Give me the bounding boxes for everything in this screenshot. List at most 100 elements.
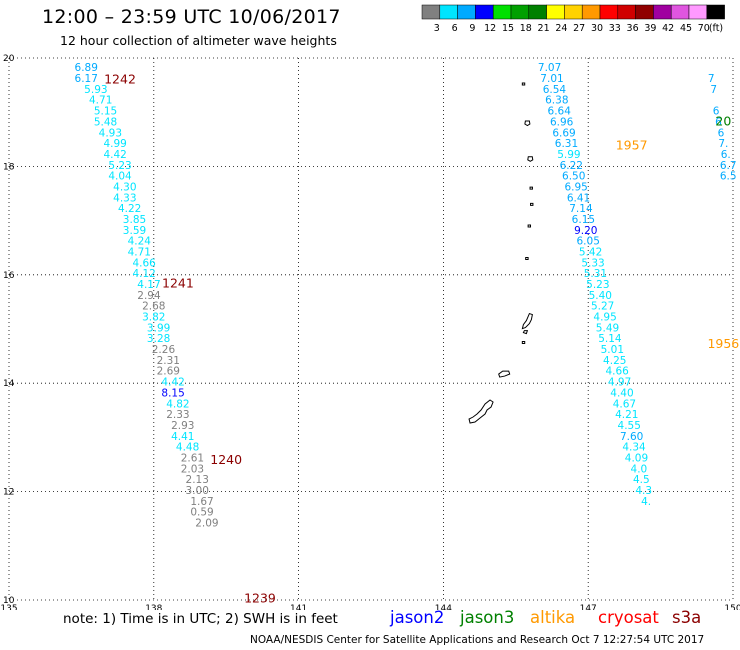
legend-unit: (ft) <box>709 23 723 34</box>
mission-jason3: jason3 <box>460 608 515 627</box>
wave-height-label: 7. <box>718 138 728 150</box>
legend-label: 33 <box>609 23 621 34</box>
wave-height-label: 6 <box>713 106 720 118</box>
island-outline <box>468 399 494 424</box>
wave-height-label: 7.01 <box>540 73 563 85</box>
wave-height-label: 4.0 <box>631 463 648 475</box>
wave-height-label: 4.41 <box>171 431 194 443</box>
wave-height-label: 6. <box>721 149 731 161</box>
legend-label: 30 <box>591 23 603 34</box>
mission-cryosat: cryosat <box>598 608 659 627</box>
wave-height-label: 8.15 <box>161 387 184 399</box>
wave-height-label: 6.15 <box>572 214 595 226</box>
legend-label: 6 <box>452 23 458 34</box>
time-label: 1241 <box>162 275 194 290</box>
mission-s3a: s3a <box>672 608 702 627</box>
wave-height-label: 2.33 <box>166 409 189 421</box>
x-tick-label: 135 <box>0 604 17 610</box>
island-outline <box>527 224 532 228</box>
wave-height-label: 4.55 <box>618 420 641 432</box>
wave-height-label: 4.66 <box>132 257 156 269</box>
color-legend: 3 6 9 12 15 18 21 24 27 30 33 36 39 42 45 70(ft) <box>421 4 725 34</box>
x-tick-label: 141 <box>290 604 307 610</box>
page-subtitle: 12 hour collection of altimeter wave hei… <box>60 33 337 48</box>
wave-height-label: 5.48 <box>94 116 117 128</box>
island-outline <box>521 82 526 86</box>
wave-height-label: 4.48 <box>176 442 199 454</box>
wave-height-label: 3.28 <box>147 333 170 345</box>
wave-height-label: 6.7 <box>720 160 737 172</box>
wave-height-label: 4.42 <box>161 377 184 389</box>
wave-height-label: 4.09 <box>625 452 648 464</box>
page-title: 12:00 – 23:59 UTC 10/06/2017 <box>42 6 341 28</box>
y-tick-label: 12 <box>3 488 14 498</box>
y-tick-label: 16 <box>3 271 15 281</box>
legend-label: 70 <box>698 23 710 34</box>
wave-height-label: 6.05 <box>577 236 600 248</box>
wave-height-label: 5.42 <box>579 246 602 258</box>
wave-height-label: 4.71 <box>128 246 151 258</box>
wave-height-label: 7 <box>710 84 717 96</box>
wave-height-label: 6.22 <box>560 160 583 172</box>
legend-label: 12 <box>484 23 496 34</box>
wave-height-label: 4.04 <box>108 171 132 183</box>
wave-height-label: 7.60 <box>620 431 643 443</box>
wave-height-label: 6.38 <box>545 95 568 107</box>
wave-height-label: 5.15 <box>94 106 117 118</box>
mission-jason2: jason2 <box>390 608 445 627</box>
wave-height-label: 6.64 <box>548 106 572 118</box>
wave-height-label: 5.40 <box>589 290 612 302</box>
time-label: 1957 <box>616 138 648 153</box>
wave-height-map: 135 138 141 144 147 1501012141618206.896.175.… <box>0 54 740 610</box>
legend-label: 24 <box>555 23 567 34</box>
wave-height-label: 4. <box>641 496 651 508</box>
wave-height-label: 4.5 <box>633 474 650 486</box>
time-label: 1956 <box>707 336 739 351</box>
track-east: 7.077.016.546.386.646.966.696.315.996.22… <box>538 62 652 508</box>
wave-height-label: 4.95 <box>593 312 616 324</box>
wave-height-label: 4.24 <box>128 236 152 248</box>
wave-height-label: 2.69 <box>157 366 180 378</box>
wave-height-label: 6.50 <box>562 171 585 183</box>
wave-height-label: 7 <box>708 73 715 85</box>
time-label: 20 <box>715 113 731 128</box>
wave-height-label: 6.41 <box>567 192 590 204</box>
wave-height-label: 6 <box>715 116 722 128</box>
track-west: 6.896.175.934.715.155.484.934.994.425.23… <box>75 62 219 529</box>
wave-height-label: 6.31 <box>555 138 578 150</box>
time-label: 1240 <box>210 452 242 467</box>
wave-height-label: 6.54 <box>543 84 567 96</box>
wave-height-label: 6.96 <box>550 116 574 128</box>
wave-height-label: 3.00 <box>186 485 209 497</box>
wave-height-label: 5.33 <box>581 257 604 269</box>
island-outline <box>521 341 526 345</box>
x-tick-label: 144 <box>435 604 452 610</box>
wave-height-label: 5.99 <box>557 149 580 161</box>
wave-height-label: 5.01 <box>601 344 624 356</box>
wave-height-label: 5.49 <box>596 322 619 334</box>
wave-height-label: 4.21 <box>615 409 638 421</box>
island-outline <box>498 370 511 378</box>
wave-height-label: 4.22 <box>118 203 141 215</box>
legend-label: 36 <box>627 23 639 34</box>
x-tick-label: 147 <box>580 604 597 610</box>
y-tick-label: 14 <box>3 379 15 389</box>
wave-height-label: 5.23 <box>108 160 131 172</box>
legend-label: 27 <box>573 23 585 34</box>
wave-height-label: 2.26 <box>152 344 176 356</box>
wave-height-label: 2.13 <box>186 474 209 486</box>
wave-height-label: 2.61 <box>181 452 204 464</box>
wave-height-label: 2.68 <box>142 301 165 313</box>
island-outline <box>529 186 533 190</box>
wave-height-label: 4.33 <box>113 192 136 204</box>
legend-label: 15 <box>502 23 514 34</box>
wave-height-label: 3.82 <box>142 312 165 324</box>
wave-height-label: 5.93 <box>84 84 107 96</box>
wave-height-label: 4.34 <box>622 442 646 454</box>
wave-height-label: 5.27 <box>591 301 614 313</box>
grid <box>8 57 734 601</box>
wave-height-label: 4.71 <box>89 95 112 107</box>
wave-height-label: 4.3 <box>635 485 652 497</box>
legend-label: 39 <box>644 23 656 34</box>
